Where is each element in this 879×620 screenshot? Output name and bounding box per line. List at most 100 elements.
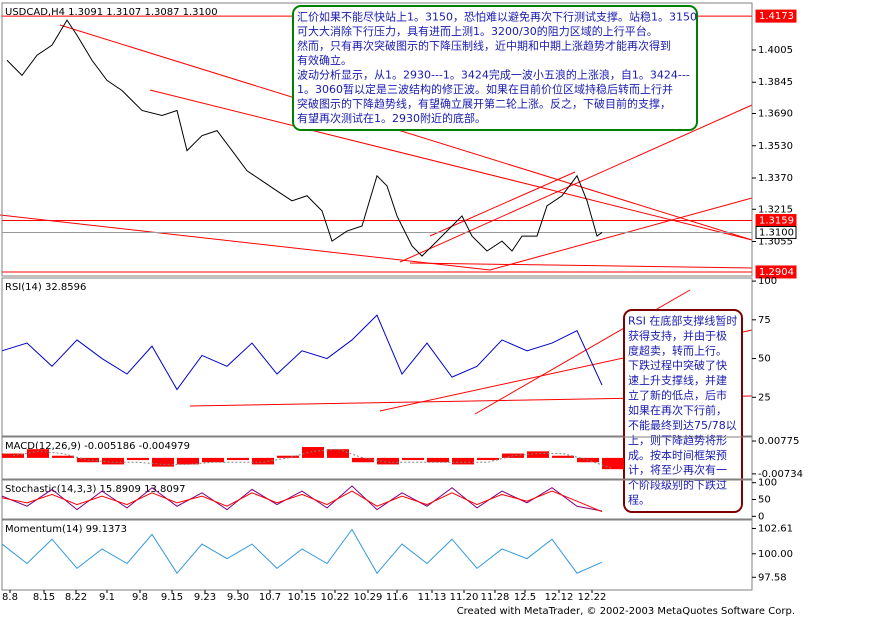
footer: Created with MetaTrader, © 2002-2003 Met… bbox=[457, 606, 795, 617]
histogram-bar bbox=[352, 457, 374, 463]
annotation-text: 然而，只有再次突破图示的下降压制线，近中期和中期上涨趋势才能再次得到 bbox=[297, 38, 671, 52]
y-tick-label: -0.00734 bbox=[758, 469, 803, 480]
panel-frame bbox=[1, 519, 753, 591]
annotation-text: 可大大消除下行压力，具有进而上测1。3200/30的阻力区域的上行平台。 bbox=[297, 24, 658, 38]
y-tick-label: 1.3845 bbox=[758, 77, 793, 88]
annotation-text: 立了新的低点，后市 bbox=[628, 388, 727, 402]
histogram-bar bbox=[252, 457, 274, 465]
y-tick-label: 100 bbox=[758, 478, 777, 489]
annotation-text: 突破图示的下降趋势线，有望确立展开第二轮上涨。反之，下破目前的支撑， bbox=[297, 96, 671, 110]
x-tick-label: 9.1 bbox=[99, 592, 115, 603]
annotation-text: 计，将至少再次有一 bbox=[628, 463, 727, 477]
histogram-bar bbox=[452, 457, 474, 465]
histogram-bar bbox=[202, 457, 224, 463]
histogram-bar bbox=[302, 447, 324, 458]
x-tick-label: 9.8 bbox=[132, 592, 148, 603]
histogram-bar bbox=[402, 457, 424, 461]
panel-title: Momentum(14) 99.1373 bbox=[5, 524, 127, 535]
level-label: 1.2904 bbox=[759, 267, 794, 278]
x-tick-label: 12.12 bbox=[545, 592, 574, 603]
annotation-text: 上，则下降趋势将形 bbox=[628, 433, 727, 447]
x-tick-label: 10.7 bbox=[259, 592, 281, 603]
histogram-bar bbox=[152, 457, 174, 467]
x-tick-label: 8.15 bbox=[33, 592, 55, 603]
panel-frame bbox=[1, 2, 753, 277]
histogram-bar bbox=[527, 451, 549, 458]
trend-line bbox=[59, 24, 753, 241]
level-label-box bbox=[755, 225, 797, 239]
x-tick-label: 10.29 bbox=[354, 592, 383, 603]
level-label-box bbox=[755, 265, 797, 279]
histogram-bar bbox=[602, 457, 624, 470]
annotation-text: 程。 bbox=[628, 494, 650, 507]
panel-title: MACD(12,26,9) -0.005186 -0.004979 bbox=[5, 441, 190, 452]
x-tick-label: 11.13 bbox=[418, 592, 447, 603]
y-tick-label: 1.3690 bbox=[758, 108, 793, 119]
y-tick-label: 25 bbox=[758, 392, 771, 403]
trend-line bbox=[399, 104, 753, 263]
trend-line bbox=[489, 197, 753, 271]
series-line bbox=[1, 485, 603, 512]
histogram-bar bbox=[27, 449, 49, 458]
annotation-text: 不能最终到达75/78以 bbox=[628, 418, 737, 432]
series-line bbox=[1, 528, 603, 575]
annotation-text: 有望再次测试在1。2930附近的底部。 bbox=[297, 111, 486, 125]
series-line bbox=[6, 19, 603, 257]
y-tick-label: 75 bbox=[758, 315, 771, 326]
annotation-text: 下跌过程中突破了快 bbox=[628, 358, 727, 372]
signal-line bbox=[12, 448, 614, 470]
annotation-text: 获得支持，并由于极 bbox=[628, 328, 727, 342]
histogram-bar bbox=[227, 457, 249, 461]
annotation-text: 波动分析显示，从1。2930---1。3424完成一波小五浪的上涨浪，自1。34… bbox=[297, 67, 690, 81]
panel-title: RSI(14) 32.8596 bbox=[5, 282, 86, 293]
y-tick-label: 102.61 bbox=[758, 523, 793, 534]
y-tick-label: 50 bbox=[758, 495, 771, 506]
histogram-bar bbox=[427, 457, 449, 463]
annotation-text: RSI 在底部支撑线暂时 bbox=[628, 313, 737, 327]
annotation-text: 个阶段级别的下跌过 bbox=[628, 478, 727, 492]
y-tick-label: 0.00775 bbox=[758, 436, 799, 447]
annotation-text: 度超卖，转而上行。 bbox=[628, 343, 727, 357]
y-tick-label: 0 bbox=[758, 511, 764, 522]
panel-title: Stochastic(14,3,3) 15.8909 13.8097 bbox=[5, 484, 185, 495]
histogram-bar bbox=[552, 455, 574, 458]
annotation-text: 1。3060暂以定是三波结构的修正波。如果在目前价位区域持稳后转而上行并 bbox=[297, 82, 673, 96]
y-tick-label: 1.3055 bbox=[758, 237, 793, 248]
histogram-bar bbox=[377, 457, 399, 465]
x-tick-label: 9.30 bbox=[227, 592, 249, 603]
x-tick-label: 9.15 bbox=[161, 592, 183, 603]
histogram-bar bbox=[52, 455, 74, 458]
y-tick-label: 97.58 bbox=[758, 572, 787, 583]
level-label: 1.4173 bbox=[759, 11, 794, 22]
histogram-bar bbox=[327, 449, 349, 458]
series-line bbox=[1, 314, 603, 391]
trend-line bbox=[409, 262, 753, 269]
x-tick-label: 10.22 bbox=[321, 592, 350, 603]
x-tick-label: 10.15 bbox=[288, 592, 317, 603]
x-tick-label: 8.8 bbox=[2, 592, 18, 603]
annotation-text: 如果在再次下行前， bbox=[628, 403, 727, 417]
trend-line bbox=[429, 171, 576, 237]
y-tick-label: 1.4005 bbox=[758, 45, 793, 56]
panel-frame bbox=[1, 436, 753, 480]
annotation-text: 成。按本时间框架预 bbox=[628, 448, 727, 462]
y-tick-label: 100.00 bbox=[758, 549, 793, 560]
y-tick-label: 100 bbox=[758, 276, 777, 287]
annotation-box bbox=[292, 5, 698, 131]
x-tick-label: 11.28 bbox=[481, 592, 510, 603]
x-tick-label: 12.5 bbox=[514, 592, 536, 603]
histogram-bar bbox=[102, 457, 124, 465]
trend-line bbox=[149, 89, 753, 241]
x-tick-label: 11.6 bbox=[386, 592, 408, 603]
histogram-bar bbox=[127, 457, 149, 461]
trend-line bbox=[0, 214, 491, 271]
level-label: 1.3159 bbox=[759, 216, 794, 227]
y-tick-label: 1.3370 bbox=[758, 173, 793, 184]
panel-title: USDCAD,H4 1.3091 1.3107 1.3087 1.3100 bbox=[5, 7, 218, 18]
panel-frame bbox=[1, 277, 753, 437]
histogram-bar bbox=[277, 455, 299, 458]
level-label: 1.3100 bbox=[759, 227, 794, 238]
x-tick-label: 8.22 bbox=[65, 592, 87, 603]
